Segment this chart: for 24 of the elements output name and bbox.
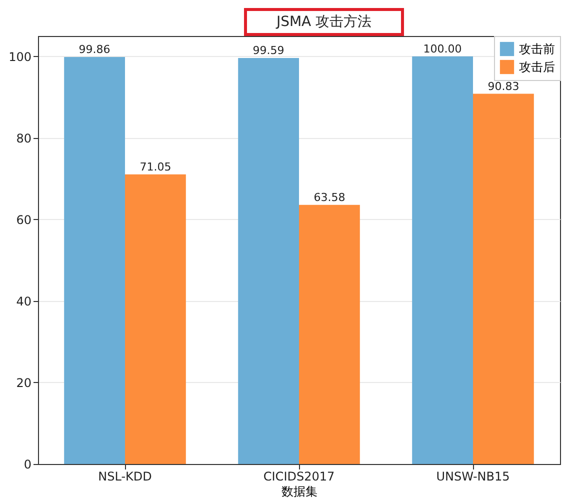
bar — [238, 58, 299, 464]
y-tick-label: 20 — [16, 376, 32, 390]
y-tick-label: 0 — [24, 458, 32, 472]
legend-label: 攻击前 — [519, 42, 555, 56]
legend-label: 攻击后 — [519, 60, 555, 74]
bar — [412, 56, 473, 464]
bar — [299, 204, 360, 464]
x-axis-title: 数据集 — [282, 484, 318, 498]
x-tick-label: UNSW-NB15 — [436, 470, 510, 484]
data-label: 90.83 — [488, 80, 520, 93]
x-tick-label: CICIDS2017 — [263, 470, 335, 484]
data-label: 99.86 — [78, 42, 110, 56]
y-tick-label: 60 — [16, 212, 32, 227]
y-tick-label: 80 — [16, 131, 32, 146]
y-tick-label: 100 — [8, 50, 32, 64]
data-label: 71.05 — [140, 160, 172, 174]
data-label: 63.58 — [314, 190, 346, 204]
y-tick-label: 40 — [16, 294, 32, 308]
x-tick-label: NSL-KDD — [98, 470, 152, 484]
bar — [473, 94, 534, 464]
bar — [64, 56, 125, 464]
data-label: 100.00 — [423, 42, 462, 56]
bar — [125, 174, 186, 464]
data-label: 99.59 — [252, 44, 284, 58]
